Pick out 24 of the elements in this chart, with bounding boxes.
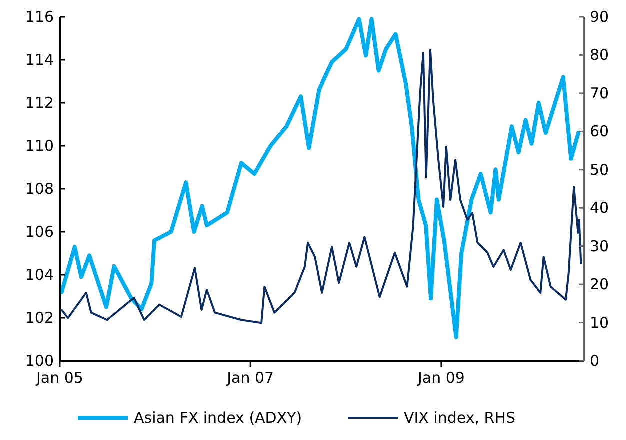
- y-tick-label: 102: [25, 309, 54, 327]
- y2-tick-label: 20: [590, 276, 610, 294]
- y-tick-label: 100: [25, 352, 54, 370]
- x-tick-label: Jan 09: [416, 369, 465, 387]
- y-tick-label: 116: [25, 8, 54, 26]
- y-tick-label: 106: [25, 223, 54, 241]
- y-tick-label: 112: [25, 94, 54, 112]
- y2-tick-label: 60: [590, 122, 610, 141]
- y2-tick-label: 50: [590, 160, 610, 179]
- y-tick-label: 114: [25, 51, 54, 69]
- y2-tick-label: 90: [590, 8, 610, 26]
- y2-tick-label: 70: [590, 84, 610, 102]
- y-tick-label: 108: [25, 180, 54, 198]
- y2-tick-label: 30: [590, 237, 610, 256]
- y2-tick-label: 0: [590, 352, 600, 370]
- y-tick-label: 104: [25, 266, 54, 284]
- legend-label: Asian FX index (ADXY): [134, 409, 302, 427]
- x-tick-label: Jan 07: [226, 369, 274, 387]
- legend-label: VIX index, RHS: [404, 409, 516, 427]
- y2-tick-label: 10: [590, 314, 610, 332]
- x-tick-label: Jan 05: [36, 369, 84, 387]
- y-tick-label: 110: [25, 137, 54, 155]
- y2-tick-label: 80: [590, 46, 610, 64]
- y2-tick-label: 40: [590, 199, 610, 218]
